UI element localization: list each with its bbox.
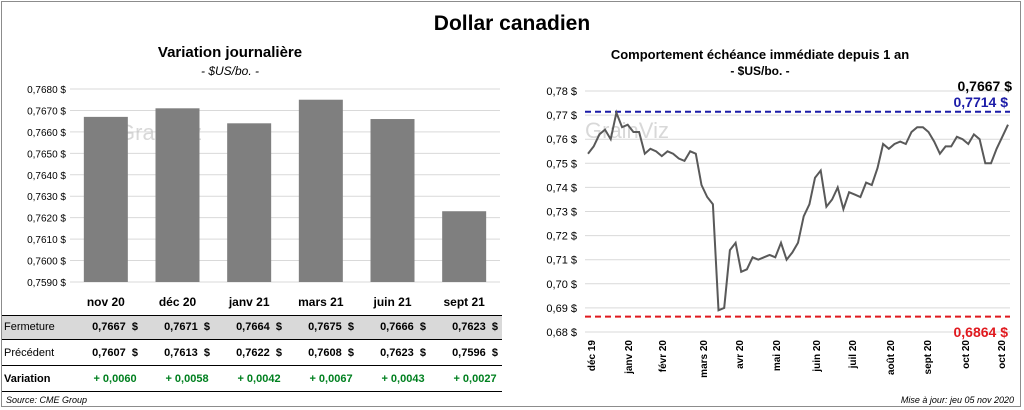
- table-cell: + 0,0043: [381, 373, 425, 385]
- table-cell: + 0,0060: [93, 373, 137, 385]
- table-cell: 0,7675 $: [308, 321, 354, 333]
- high-value-label: 0,7714 $: [954, 94, 1009, 110]
- bar-y-tick-label: 0,7670 $: [27, 106, 66, 117]
- line-y-tick-label: 0,77 $: [546, 110, 577, 122]
- bar-category-label: sept 21: [443, 295, 485, 309]
- right-chart-unit: - $US/bo. -: [730, 64, 790, 78]
- price-series-line: [587, 109, 1009, 312]
- table-cell: + 0,0042: [237, 373, 281, 385]
- bar-category-label: juin 21: [372, 295, 411, 309]
- bar-category-label: déc 20: [159, 295, 197, 309]
- low-value-label: 0,6864 $: [954, 324, 1009, 340]
- line-y-tick-label: 0,68 $: [546, 327, 577, 339]
- line-x-tick-label: avr 20: [735, 340, 746, 369]
- table-cell: 0,7623 $: [380, 347, 426, 359]
- bar-y-tick-label: 0,7680 $: [27, 85, 66, 96]
- table-cell: 0,7608 $: [308, 347, 354, 359]
- line-x-tick-label: déc 19: [587, 340, 598, 372]
- last-value-label: 0,7667 $: [958, 78, 1013, 94]
- main-title: Dollar canadien: [433, 12, 591, 35]
- line-x-tick-label: sept 20: [923, 340, 934, 375]
- bar-y-tick-label: 0,7630 $: [27, 192, 66, 203]
- table-cell: 0,7671 $: [164, 321, 210, 333]
- left-chart-title: Variation journalière: [157, 44, 303, 61]
- line-y-tick-label: 0,69 $: [546, 303, 577, 315]
- bar-y-tick-label: 0,7640 $: [27, 171, 66, 182]
- left-chart-unit: - $US/bo. -: [200, 64, 260, 78]
- line-x-tick-label: juin 20: [812, 340, 823, 373]
- line-y-tick-label: 0,71 $: [546, 255, 577, 267]
- bar-y-tick-label: 0,7590 $: [27, 278, 66, 289]
- line-x-tick-label: mars 20: [699, 340, 710, 378]
- table-row-border: [2, 339, 502, 340]
- table-row-label: Précédent: [4, 347, 55, 359]
- table-row-label: Variation: [4, 373, 51, 385]
- table-cell: 0,7664 $: [236, 321, 282, 333]
- table-cell: + 0,0027: [453, 373, 497, 385]
- bar-janv-21: [227, 123, 272, 282]
- line-x-tick-label: oct 20: [961, 340, 972, 369]
- bar-y-tick-label: 0,7620 $: [27, 214, 66, 225]
- line-y-tick-label: 0,74 $: [546, 182, 577, 194]
- line-x-tick-label: mai 20: [772, 340, 783, 372]
- line-y-tick-label: 0,76 $: [546, 134, 577, 146]
- line-y-tick-label: 0,73 $: [546, 207, 577, 219]
- line-x-tick-label: févr 20: [658, 340, 669, 373]
- table-row-highlight: [2, 315, 502, 339]
- line-x-tick-label: août 20: [886, 340, 897, 375]
- table-top-border: [2, 315, 502, 316]
- line-y-tick-label: 0,72 $: [546, 231, 577, 243]
- bar-y-tick-label: 0,7600 $: [27, 257, 66, 268]
- bar-sept-21: [442, 211, 487, 282]
- bar-déc-20: [155, 108, 200, 282]
- bar-y-tick-label: 0,7650 $: [27, 149, 66, 160]
- line-x-tick-label: juil 20: [848, 340, 859, 370]
- right-chart-title: Comportement échéance immédiate depuis 1…: [610, 47, 910, 62]
- bar-category-label: janv 21: [228, 295, 270, 309]
- table-cell: 0,7613 $: [164, 347, 210, 359]
- bar-y-tick-label: 0,7660 $: [27, 128, 66, 139]
- line-x-tick-label: janv 20: [624, 340, 635, 375]
- watermark-logo: GrainViz: [585, 118, 669, 143]
- table-cell: 0,7607 $: [92, 347, 138, 359]
- bar-juin-21: [370, 119, 415, 283]
- update-note: Mise à jour: jeu 05 nov 2020: [900, 395, 1014, 405]
- table-cell: 0,7622 $: [236, 347, 282, 359]
- table-cell: 0,7596 $: [452, 347, 498, 359]
- line-y-tick-label: 0,75 $: [546, 158, 577, 170]
- bar-nov-20: [83, 116, 128, 282]
- table-cell: + 0,0067: [309, 373, 353, 385]
- line-x-tick-label: oct 20: [997, 340, 1008, 369]
- bar-category-label: mars 21: [298, 295, 344, 309]
- table-row-border: [2, 391, 502, 392]
- line-y-tick-label: 0,78 $: [546, 86, 577, 98]
- bar-mars-21: [298, 99, 343, 282]
- table-cell: + 0,0058: [165, 373, 209, 385]
- source-note: Source: CME Group: [6, 395, 88, 405]
- table-row-border: [2, 365, 502, 366]
- table-cell: 0,7667 $: [92, 321, 138, 333]
- line-y-tick-label: 0,70 $: [546, 279, 577, 291]
- table-row-label: Fermeture: [4, 321, 55, 333]
- bar-y-tick-label: 0,7610 $: [27, 235, 66, 246]
- table-cell: 0,7623 $: [452, 321, 498, 333]
- bar-category-label: nov 20: [87, 295, 125, 309]
- table-cell: 0,7666 $: [380, 321, 426, 333]
